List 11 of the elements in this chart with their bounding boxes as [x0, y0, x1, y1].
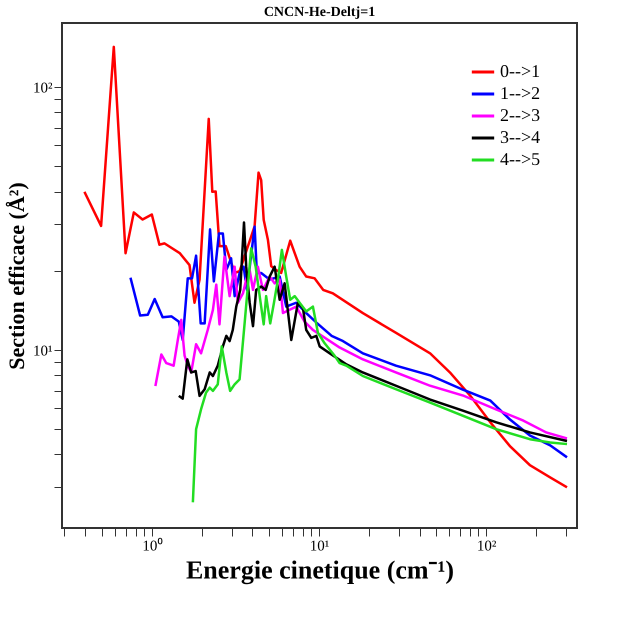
- x-axis-title: Energie cinetique (cm⁻¹): [186, 556, 454, 584]
- x-tick-label: 10⁰: [142, 538, 162, 554]
- legend-label: 1-->2: [500, 83, 540, 103]
- legend-label: 2-->3: [500, 105, 540, 125]
- chart-title: CNCN-He-Deltj=1: [264, 5, 376, 20]
- legend-label: 3-->4: [500, 127, 540, 147]
- x-tick-label: 10¹: [310, 538, 330, 554]
- legend-label: 4-->5: [500, 149, 540, 169]
- x-tick-label: 10²: [476, 538, 497, 554]
- y-axis-title: Section efficace (Å²): [4, 182, 30, 370]
- legend-label: 0-->1: [500, 61, 540, 81]
